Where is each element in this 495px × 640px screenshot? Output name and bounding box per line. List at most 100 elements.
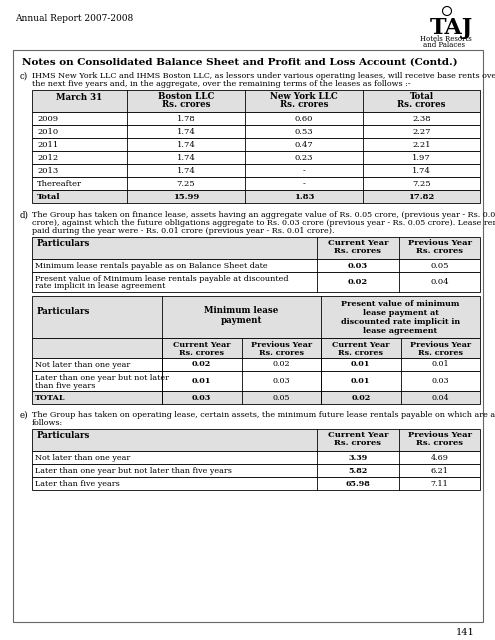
- Text: payment: payment: [221, 316, 262, 325]
- Bar: [13, 50, 483, 622]
- Bar: [32, 391, 480, 404]
- Text: 0.01: 0.01: [351, 360, 370, 369]
- Text: Current Year: Current Year: [328, 239, 388, 247]
- Text: Later than one year but not later: Later than one year but not later: [35, 374, 169, 382]
- Text: Particulars: Particulars: [37, 307, 91, 316]
- Text: 4.69: 4.69: [431, 454, 448, 462]
- Text: the next five years and, in the aggregate, over the remaining terms of the lease: the next five years and, in the aggregat…: [32, 80, 411, 88]
- Bar: [32, 338, 480, 358]
- Bar: [32, 190, 480, 203]
- Text: 1.74: 1.74: [177, 154, 196, 162]
- Text: Particulars: Particulars: [37, 239, 91, 248]
- Bar: [32, 259, 480, 272]
- Bar: [32, 90, 480, 112]
- Text: 0.03: 0.03: [432, 377, 449, 385]
- Text: 0.01: 0.01: [351, 377, 370, 385]
- Text: 2010: 2010: [37, 128, 58, 136]
- Text: Rs. crores: Rs. crores: [335, 247, 382, 255]
- Text: Previous Year: Previous Year: [410, 341, 471, 349]
- Text: 7.25: 7.25: [177, 180, 196, 188]
- Bar: [32, 296, 480, 338]
- Text: Current Year: Current Year: [328, 431, 388, 439]
- Text: 1.83: 1.83: [294, 193, 314, 201]
- Text: Current Year: Current Year: [173, 341, 231, 349]
- Text: 1.97: 1.97: [412, 154, 431, 162]
- Bar: [32, 358, 480, 371]
- Text: IHMS New York LLC and IHMS Boston LLC, as lessors under various operating leases: IHMS New York LLC and IHMS Boston LLC, a…: [32, 72, 495, 80]
- Text: Rs. crores: Rs. crores: [162, 100, 210, 109]
- Text: 0.03: 0.03: [192, 394, 211, 401]
- Text: Rs. crores: Rs. crores: [397, 100, 446, 109]
- Text: 141: 141: [455, 628, 474, 637]
- Text: rate implicit in lease agreement: rate implicit in lease agreement: [35, 282, 165, 290]
- Text: 0.03: 0.03: [272, 377, 290, 385]
- Text: Total: Total: [409, 92, 434, 101]
- Text: 1.74: 1.74: [177, 128, 196, 136]
- Text: d): d): [20, 211, 29, 220]
- Bar: [32, 272, 480, 292]
- Bar: [32, 237, 480, 259]
- Text: Rs. crores: Rs. crores: [416, 439, 463, 447]
- Text: Annual Report 2007-2008: Annual Report 2007-2008: [15, 14, 133, 23]
- Text: The Group has taken on finance lease, assets having an aggregate value of Rs. 0.: The Group has taken on finance lease, as…: [32, 211, 495, 219]
- Text: 2011: 2011: [37, 141, 58, 149]
- Text: and Palaces: and Palaces: [423, 41, 465, 49]
- Text: 17.82: 17.82: [408, 193, 435, 201]
- Text: lease payment at: lease payment at: [362, 309, 439, 317]
- Text: Present value of Minimum lease rentals payable at discounted: Present value of Minimum lease rentals p…: [35, 275, 289, 283]
- Text: 6.21: 6.21: [431, 467, 448, 475]
- Text: e): e): [20, 411, 29, 420]
- Text: crore), against which the future obligations aggregate to Rs. 0.03 crore (previo: crore), against which the future obligat…: [32, 219, 495, 227]
- Text: March 31: March 31: [56, 93, 102, 102]
- Text: than five years: than five years: [35, 382, 96, 390]
- Bar: [32, 112, 480, 125]
- Text: Previous Year: Previous Year: [407, 239, 472, 247]
- Text: 0.47: 0.47: [295, 141, 313, 149]
- Text: 2.27: 2.27: [412, 128, 431, 136]
- Bar: [32, 177, 480, 190]
- Text: 2013: 2013: [37, 167, 58, 175]
- Text: 1.74: 1.74: [177, 167, 196, 175]
- Text: TOTAL: TOTAL: [35, 394, 65, 402]
- Text: 1.78: 1.78: [177, 115, 196, 123]
- Text: 0.53: 0.53: [295, 128, 313, 136]
- Text: Rs. crores: Rs. crores: [416, 247, 463, 255]
- Bar: [32, 464, 480, 477]
- Text: lease agreement: lease agreement: [363, 327, 438, 335]
- Text: Total: Total: [37, 193, 60, 201]
- Text: 7.11: 7.11: [431, 480, 448, 488]
- Text: Notes on Consolidated Balance Sheet and Profit and Loss Account (Contd.): Notes on Consolidated Balance Sheet and …: [22, 58, 457, 67]
- Text: 5.82: 5.82: [348, 467, 368, 475]
- Bar: [32, 451, 480, 464]
- Text: 0.01: 0.01: [192, 377, 211, 385]
- Text: 65.98: 65.98: [346, 480, 370, 488]
- Text: Minimum lease rentals payable as on Balance Sheet date: Minimum lease rentals payable as on Bala…: [35, 262, 268, 270]
- Text: 0.04: 0.04: [432, 394, 449, 401]
- Bar: [32, 371, 480, 391]
- Text: -: -: [302, 167, 305, 175]
- Text: 0.04: 0.04: [430, 278, 449, 286]
- Text: Thereafter: Thereafter: [37, 180, 82, 188]
- Text: 0.05: 0.05: [430, 262, 449, 269]
- Text: Previous Year: Previous Year: [250, 341, 312, 349]
- Text: discounted rate implicit in: discounted rate implicit in: [341, 318, 460, 326]
- Text: Rs. crores: Rs. crores: [335, 439, 382, 447]
- Text: Rs. crores: Rs. crores: [280, 100, 328, 109]
- Text: 0.02: 0.02: [348, 278, 368, 286]
- Text: Minimum lease: Minimum lease: [204, 306, 279, 315]
- Text: 3.39: 3.39: [348, 454, 368, 462]
- Text: Not later than one year: Not later than one year: [35, 454, 130, 462]
- Text: 15.99: 15.99: [173, 193, 199, 201]
- Text: Rs. crores: Rs. crores: [418, 349, 463, 357]
- Text: Previous Year: Previous Year: [407, 431, 472, 439]
- Text: Later than one year but not later than five years: Later than one year but not later than f…: [35, 467, 232, 475]
- Text: 0.02: 0.02: [192, 360, 211, 369]
- Text: 0.01: 0.01: [432, 360, 449, 369]
- Text: TAJ: TAJ: [430, 17, 473, 39]
- Text: 0.03: 0.03: [348, 262, 368, 269]
- Text: 2009: 2009: [37, 115, 58, 123]
- Text: Boston LLC: Boston LLC: [158, 92, 214, 101]
- Text: Particulars: Particulars: [37, 431, 91, 440]
- Text: c): c): [20, 72, 28, 81]
- Text: New York LLC: New York LLC: [270, 92, 338, 101]
